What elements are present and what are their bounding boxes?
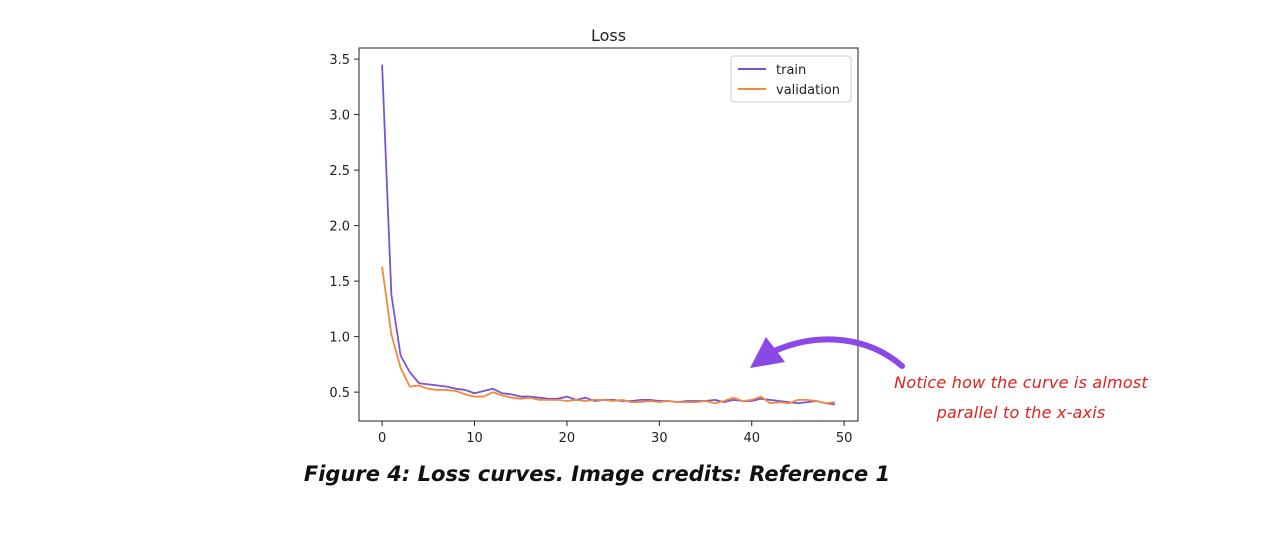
x-tick-label: 50 (836, 431, 853, 446)
annotation-arrow (750, 336, 905, 369)
annotation-line-1: Notice how the curve is almost (894, 373, 1148, 392)
series-line-validation (381, 266, 836, 405)
y-tick-label: 3.0 (329, 109, 350, 124)
y-tick-label: 3.5 (329, 53, 350, 68)
x-tick-label: 0 (378, 431, 386, 446)
y-tick-label: 2.0 (329, 220, 350, 235)
series-lines (381, 64, 836, 406)
figure-caption-text: Figure 4: Loss curves. Image credits: Re… (303, 462, 891, 486)
annotation-line-2: parallel to the x-axis (936, 403, 1106, 422)
y-tick-label: 0.5 (329, 386, 350, 401)
legend: train validation (730, 55, 852, 103)
y-tick-label: 2.5 (329, 164, 350, 179)
legend-box (730, 55, 852, 103)
arrow-shaft (769, 336, 905, 369)
x-tick-label: 10 (466, 431, 483, 446)
legend-label-train: train (776, 63, 806, 78)
legend-label-validation: validation (776, 83, 840, 98)
axis-ticks: 0 10 20 30 40 50 0.5 1.0 1.5 2.0 2.5 3.0 3.5 (329, 53, 852, 446)
y-tick-label: 1.0 (329, 331, 350, 346)
plot-frame (358, 47, 859, 422)
arrow-head (750, 337, 785, 368)
x-tick-label: 30 (651, 431, 668, 446)
y-tick-label: 1.5 (329, 275, 350, 290)
figure-caption: Figure 4: Loss curves. Image credits: Re… (0, 462, 1190, 486)
x-tick-label: 20 (559, 431, 576, 446)
chart-title: Loss (591, 26, 626, 45)
x-tick-label: 40 (743, 431, 760, 446)
